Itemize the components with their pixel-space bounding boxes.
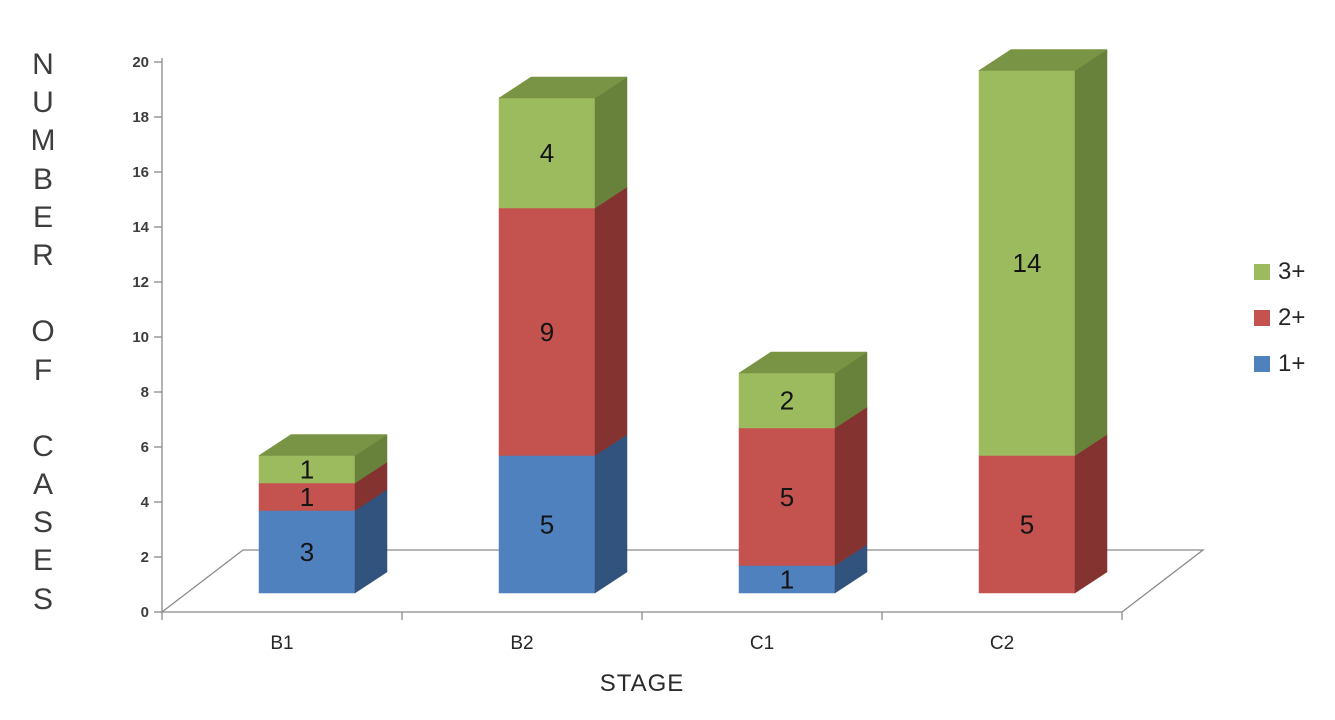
- bar-B2-segment-2+-side: [594, 186, 628, 456]
- y-tick-label: 16: [132, 164, 149, 181]
- bar-B2-segment-1+-side: [594, 434, 628, 594]
- bar-B2-segment-3+-front: [498, 97, 596, 209]
- x-category-label: C1: [750, 633, 774, 654]
- legend: 3+ 2+ 1+: [1254, 258, 1306, 377]
- y-tick-label: 20: [132, 54, 149, 71]
- legend-swatch-icon: [1254, 264, 1270, 280]
- y-tick-label: 4: [141, 494, 150, 511]
- legend-item-2plus: 2+: [1254, 304, 1306, 331]
- y-axis-title-letter: S: [32, 506, 53, 540]
- bar-value-label: 5: [1020, 509, 1034, 539]
- legend-swatch-icon: [1254, 310, 1270, 326]
- y-tick-label: 2: [141, 549, 149, 566]
- floor-plane: [160, 549, 1205, 613]
- bar-value-label: 5: [780, 482, 794, 512]
- bar-B2-top-face: [498, 76, 628, 99]
- bar-B1-top-face: [258, 434, 388, 456]
- y-axis-title-letter: U: [32, 86, 54, 120]
- legend-item-3plus: 3+: [1254, 258, 1306, 285]
- bar-C1-segment-3+-front: [738, 372, 836, 429]
- y-axis-title-letter: R: [32, 238, 54, 272]
- bar-value-label: 5: [540, 509, 554, 539]
- x-category-label: B1: [270, 633, 293, 654]
- bar-B2-segment-1+-front: [498, 455, 596, 594]
- bar-value-label: 2: [780, 386, 794, 416]
- y-axis-title-letter: B: [32, 162, 53, 196]
- y-axis-title-letter: A: [32, 468, 53, 502]
- bar-C2-segment-3+-front: [978, 70, 1076, 456]
- y-tick-label: 0: [141, 604, 149, 621]
- legend-label: 2+: [1278, 304, 1306, 331]
- legend-label: 3+: [1278, 258, 1306, 285]
- bar-C2-top-face: [978, 49, 1108, 71]
- x-category-label: B2: [510, 633, 533, 654]
- legend-label: 1+: [1278, 350, 1306, 377]
- y-axis-title-letter: F: [33, 353, 53, 387]
- bar-value-label: 14: [1013, 248, 1042, 278]
- bar-value-label: 1: [780, 564, 794, 594]
- bar-value-label: 1: [300, 482, 314, 512]
- bar-value-label: 4: [540, 138, 554, 168]
- y-axis-title-letter: E: [32, 200, 53, 234]
- legend-item-1plus: 1+: [1254, 350, 1306, 377]
- y-tick-label: 6: [141, 439, 149, 456]
- bar-C1-segment-2+-front: [738, 427, 836, 566]
- y-axis-title-letter: S: [32, 582, 53, 616]
- y-axis-title-letter: E: [32, 544, 53, 578]
- legend-swatch-icon: [1254, 356, 1270, 372]
- bar-B1-segment-2+-front: [258, 482, 356, 511]
- bar-C1-top-face: [738, 351, 868, 374]
- y-axis-title-letter: C: [32, 429, 54, 463]
- bar-value-label: 3: [300, 537, 314, 567]
- bar-value-label: 1: [300, 454, 314, 484]
- bar-C2-segment-2+-side: [1074, 434, 1108, 594]
- y-tick-label: 8: [141, 384, 149, 401]
- y-tick-label: 18: [132, 109, 149, 126]
- x-axis-title: STAGE: [599, 670, 685, 697]
- bar-value-label: 9: [540, 317, 554, 347]
- y-axis-title-letter: O: [31, 315, 55, 349]
- y-tick-label: 10: [132, 329, 149, 346]
- bar-C1-segment-2+-side: [834, 406, 868, 566]
- x-category-label: C2: [990, 633, 1014, 654]
- bar-B2-segment-2+-front: [498, 207, 596, 456]
- y-tick-label: 14: [132, 219, 149, 236]
- bar-C2-segment-3+-side: [1074, 49, 1108, 456]
- bar-B1-segment-3+-front: [258, 455, 356, 484]
- bar-B2-segment-3+-side: [594, 76, 628, 209]
- y-axis-title-letter: M: [30, 124, 56, 158]
- y-axis-title-letter: N: [32, 48, 54, 81]
- y-tick-label: 12: [132, 274, 149, 291]
- bar-C1-segment-1+-front: [738, 565, 836, 594]
